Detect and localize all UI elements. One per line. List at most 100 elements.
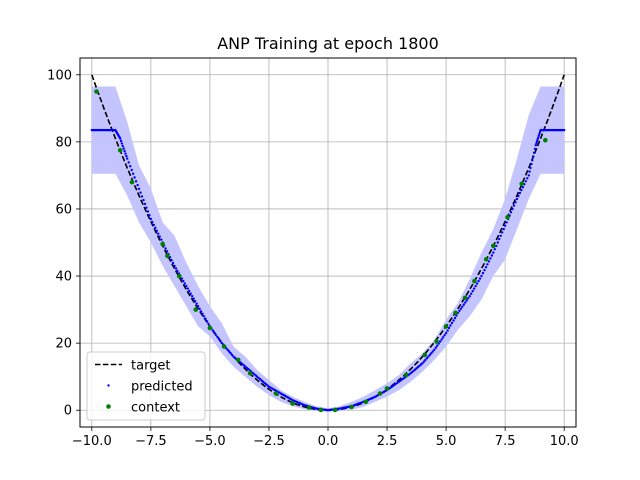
predicted-point xyxy=(424,358,427,362)
predicted-point xyxy=(433,348,436,351)
context-point xyxy=(384,386,390,391)
predicted-point xyxy=(143,202,147,206)
predicted-point xyxy=(537,134,540,137)
predicted-point xyxy=(207,322,210,325)
predicted-point xyxy=(148,214,151,217)
predicted-point xyxy=(480,274,483,278)
predicted-point xyxy=(140,195,144,198)
context-point xyxy=(94,89,99,94)
predicted-point xyxy=(165,250,169,253)
predicted-point xyxy=(149,217,153,221)
predicted-point xyxy=(503,224,507,227)
context-point xyxy=(318,407,324,413)
y-tick-label: 60 xyxy=(55,202,72,217)
predicted-point xyxy=(496,241,499,244)
predicted-point xyxy=(145,206,148,209)
predicted-point xyxy=(481,271,485,275)
predicted-point xyxy=(493,248,496,251)
predicted-point xyxy=(125,154,128,158)
predicted-point xyxy=(189,292,192,295)
x-tick-label: −5.0 xyxy=(194,434,226,449)
predicted-point xyxy=(176,269,179,273)
predicted-point xyxy=(185,284,188,288)
chart-title: ANP Training at epoch 1800 xyxy=(217,34,439,53)
predicted-point xyxy=(226,348,229,351)
predicted-point xyxy=(151,220,154,224)
predicted-point xyxy=(158,235,161,238)
predicted-point xyxy=(196,305,200,308)
uncertainty-band xyxy=(91,86,565,412)
context-point xyxy=(403,372,409,378)
predicted-point xyxy=(173,264,176,268)
context-point xyxy=(434,339,439,344)
predicted-point xyxy=(220,341,223,345)
predicted-point xyxy=(517,194,520,198)
context-point xyxy=(462,295,468,301)
predicted-point xyxy=(472,287,476,290)
predicted-point xyxy=(492,251,495,254)
predicted-point xyxy=(130,168,133,172)
predicted-point xyxy=(528,170,531,173)
predicted-point xyxy=(529,166,532,170)
predicted-point xyxy=(211,329,215,332)
x-axis-ticks: −10.0 −7.5 −5.0 −2.5 0.0 2.5 5.0 7.5 10.0 xyxy=(72,427,579,449)
predicted-point xyxy=(120,142,124,145)
predicted-point xyxy=(157,232,160,235)
predicted-point xyxy=(119,137,122,140)
predicted-point xyxy=(538,132,541,136)
predicted-point xyxy=(489,257,492,260)
predicted-point xyxy=(474,284,477,288)
predicted-point xyxy=(470,292,473,295)
predicted-point xyxy=(180,277,184,280)
predicted-point xyxy=(431,350,434,353)
predicted-point xyxy=(515,197,519,201)
context-point xyxy=(377,391,383,396)
predicted-point xyxy=(509,211,513,214)
predicted-point xyxy=(122,147,125,150)
predicted-point xyxy=(174,267,178,270)
predicted-point xyxy=(468,295,471,298)
predicted-point xyxy=(518,191,522,195)
predicted-point xyxy=(495,244,498,248)
predicted-point xyxy=(436,344,439,347)
predicted-point xyxy=(530,162,533,166)
predicted-point xyxy=(202,315,206,318)
predicted-point xyxy=(428,353,432,357)
predicted-point xyxy=(119,139,123,143)
predicted-point xyxy=(536,138,539,141)
context-point xyxy=(306,405,312,410)
context-series-layer xyxy=(94,89,548,413)
predicted-point xyxy=(502,227,505,231)
x-tick-label: −2.5 xyxy=(253,434,285,449)
predicted-point xyxy=(526,177,529,180)
x-tick-label: 2.5 xyxy=(377,434,398,449)
predicted-point xyxy=(527,174,530,177)
predicted-point xyxy=(520,188,523,192)
context-point xyxy=(443,324,449,329)
predicted-point xyxy=(450,321,454,325)
context-point xyxy=(176,273,182,279)
predicted-point xyxy=(444,331,448,335)
context-point xyxy=(332,407,338,413)
predicted-point xyxy=(216,335,219,338)
uncertainty-band-layer xyxy=(91,86,565,412)
predicted-point xyxy=(171,261,175,265)
predicted-point xyxy=(446,329,449,332)
predicted-point xyxy=(483,269,486,272)
predicted-point xyxy=(129,165,132,168)
predicted-point xyxy=(512,204,516,207)
predicted-point xyxy=(434,346,437,349)
legend-target-label: target xyxy=(131,359,171,374)
predicted-point xyxy=(532,155,535,158)
y-tick-label: 100 xyxy=(47,68,72,83)
predicted-point xyxy=(499,234,502,237)
predicted-point xyxy=(462,303,465,306)
predicted-point xyxy=(229,352,232,355)
predicted-point xyxy=(441,336,445,339)
predicted-point xyxy=(458,309,461,312)
y-tick-label: 20 xyxy=(55,337,72,352)
predicted-point xyxy=(478,277,482,280)
predicted-point xyxy=(511,207,514,211)
predicted-point xyxy=(133,176,136,179)
